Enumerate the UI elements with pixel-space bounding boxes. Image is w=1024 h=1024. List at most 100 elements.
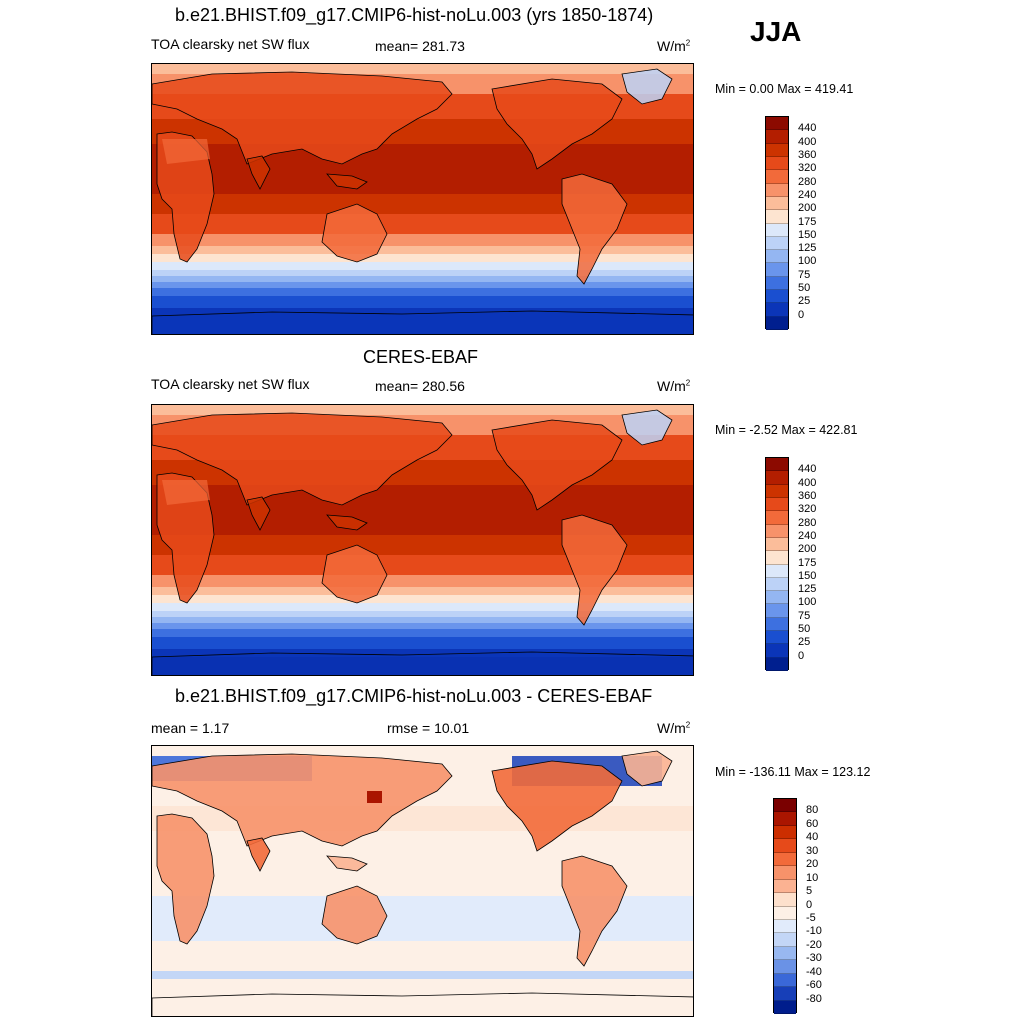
colorbar-swatch xyxy=(766,276,788,291)
colorbar-label: 360 xyxy=(798,489,817,502)
colorbar-label: -60 xyxy=(806,979,822,992)
colorbar-label: -5 xyxy=(806,911,816,924)
colorbar-label: 100 xyxy=(798,255,817,268)
colorbar-label: 175 xyxy=(798,556,817,569)
colorbar-label: 400 xyxy=(798,476,817,489)
colorbar-label: 0 xyxy=(798,308,805,321)
colorbar-swatch xyxy=(766,564,788,578)
colorbar-label: 50 xyxy=(798,282,811,295)
colorbar-swatch xyxy=(774,879,796,894)
colorbar-label: 25 xyxy=(798,295,811,308)
colorbar-label: 100 xyxy=(798,596,817,609)
colorbar-swatch xyxy=(766,117,788,131)
panel3-mean: mean = 1.17 xyxy=(151,720,230,736)
panel1-map xyxy=(151,63,694,335)
colorbar-label: 240 xyxy=(798,188,817,201)
colorbar-label: 30 xyxy=(806,844,819,857)
colorbar-swatch xyxy=(766,577,788,592)
colorbar-label: -30 xyxy=(806,952,822,965)
colorbar-swatch xyxy=(766,644,788,658)
colorbar-swatch xyxy=(766,316,788,330)
colorbar-swatch xyxy=(766,236,788,251)
panel1-title: b.e21.BHIST.f09_g17.CMIP6-hist-noLu.003 … xyxy=(175,5,654,25)
colorbar-label: 440 xyxy=(798,463,817,476)
colorbar-swatch xyxy=(766,290,788,304)
colorbar-label: -20 xyxy=(806,938,822,951)
colorbar-label: 20 xyxy=(806,858,819,871)
panel1-units: W/m2 xyxy=(657,38,691,54)
colorbar-swatch xyxy=(774,893,796,907)
colorbar-label: 60 xyxy=(806,817,819,830)
panel3-rmse: rmse = 10.01 xyxy=(387,720,470,736)
colorbar-swatch xyxy=(766,604,788,618)
panel2-colorbar xyxy=(765,457,789,671)
colorbar-label: 75 xyxy=(798,268,811,281)
colorbar-swatch xyxy=(766,657,788,671)
colorbar-label: 125 xyxy=(798,242,817,255)
panel1-colorbar xyxy=(765,116,789,330)
colorbar-label: 280 xyxy=(798,175,817,188)
colorbar-label: 200 xyxy=(798,543,817,556)
colorbar-swatch xyxy=(766,170,788,184)
colorbar-label: 400 xyxy=(798,135,817,148)
colorbar-swatch xyxy=(774,825,796,840)
panel2-units: W/m2 xyxy=(657,378,691,394)
season-label: JJA xyxy=(750,16,802,47)
colorbar-swatch xyxy=(766,156,788,171)
colorbar-swatch xyxy=(774,812,796,826)
colorbar-swatch xyxy=(766,183,788,197)
panel1-variable: TOA clearsky net SW flux xyxy=(151,36,310,52)
colorbar-label: 320 xyxy=(798,503,817,516)
colorbar-swatch xyxy=(766,524,788,538)
colorbar-swatch xyxy=(766,551,788,565)
panel2-map xyxy=(151,404,694,676)
colorbar-label: 0 xyxy=(798,649,805,662)
colorbar-label: 150 xyxy=(798,228,817,241)
colorbar-label: 150 xyxy=(798,569,817,582)
panel1-mean: mean= 281.73 xyxy=(375,38,465,54)
colorbar-swatch xyxy=(766,591,788,605)
colorbar-label: 125 xyxy=(798,583,817,596)
panel3-map xyxy=(151,745,694,1017)
colorbar-label: 50 xyxy=(798,623,811,636)
colorbar-swatch xyxy=(766,263,788,277)
colorbar-label: 175 xyxy=(798,215,817,228)
colorbar-swatch xyxy=(774,987,796,1001)
colorbar-label: 360 xyxy=(798,148,817,161)
colorbar-swatch xyxy=(774,933,796,947)
panel3-units: W/m2 xyxy=(657,720,691,736)
colorbar-swatch xyxy=(766,210,788,224)
panel2-mean: mean= 280.56 xyxy=(375,378,465,394)
colorbar-swatch xyxy=(766,250,788,264)
colorbar-swatch xyxy=(766,223,788,237)
panel2-title: CERES-EBAF xyxy=(363,347,479,367)
colorbar-swatch xyxy=(766,143,788,157)
colorbar-swatch xyxy=(766,617,788,632)
colorbar-label: 200 xyxy=(798,202,817,215)
colorbar-swatch xyxy=(774,852,796,867)
colorbar-swatch xyxy=(774,973,796,988)
panel3-minmax: Min = -136.11 Max = 123.12 xyxy=(715,765,871,779)
colorbar-swatch xyxy=(766,303,788,317)
colorbar-swatch xyxy=(774,946,796,961)
colorbar-label: 10 xyxy=(806,871,819,884)
colorbar-label: 440 xyxy=(798,122,817,135)
colorbar-swatch xyxy=(766,497,788,512)
colorbar-label: 80 xyxy=(806,804,819,817)
colorbar-label: -80 xyxy=(806,992,822,1005)
colorbar-swatch xyxy=(774,1000,796,1014)
colorbar-label: 5 xyxy=(806,885,813,898)
colorbar-label: -10 xyxy=(806,925,822,938)
colorbar-label: 25 xyxy=(798,636,811,649)
colorbar-swatch xyxy=(766,458,788,472)
colorbar-swatch xyxy=(774,799,796,813)
colorbar-label: 320 xyxy=(798,162,817,175)
panel1-minmax: Min = 0.00 Max = 419.41 xyxy=(715,82,854,96)
panel2-minmax: Min = -2.52 Max = 422.81 xyxy=(715,423,858,437)
colorbar-swatch xyxy=(766,471,788,485)
colorbar-swatch xyxy=(774,866,796,880)
colorbar-swatch xyxy=(766,484,788,498)
colorbar-swatch xyxy=(774,839,796,853)
colorbar-label: -40 xyxy=(806,965,822,978)
colorbar-swatch xyxy=(774,919,796,934)
